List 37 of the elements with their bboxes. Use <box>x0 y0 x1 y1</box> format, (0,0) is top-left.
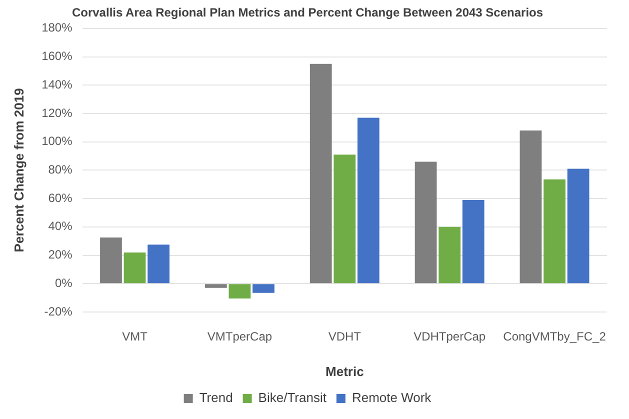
x-tick-label: VDHT <box>328 330 362 344</box>
y-axis-title: Percent Change from 2019 <box>11 88 26 252</box>
bar <box>414 162 437 284</box>
x-tick-label: VDHTperCap <box>414 330 486 344</box>
legend-label: Remote Work <box>352 390 432 406</box>
y-tick-label: 180% <box>42 20 73 35</box>
bar <box>310 64 332 284</box>
bar <box>567 168 590 284</box>
bar <box>544 179 566 284</box>
y-tick-label: 80% <box>48 162 73 177</box>
y-tick-label: 0% <box>54 276 73 290</box>
y-tick-label: 20% <box>48 248 73 262</box>
y-tick-label: 120% <box>42 106 73 120</box>
bar <box>520 130 542 284</box>
bar <box>438 226 461 284</box>
chart-title: Corvallis Area Regional Plan Metrics and Percent Change Between 2043 Scenarios <box>72 6 544 20</box>
y-tick-label: 100% <box>42 134 73 148</box>
bar <box>252 284 274 293</box>
bar <box>100 238 122 284</box>
bar <box>148 244 170 284</box>
x-tick-label: VMTperCap <box>207 330 272 344</box>
bar <box>228 284 251 299</box>
y-tick-label: -20% <box>44 304 73 318</box>
y-tick-label: 140% <box>42 77 73 92</box>
legend-label: Bike/Transit <box>258 390 327 406</box>
x-axis-title: Metric <box>325 364 364 379</box>
bar <box>124 252 146 284</box>
bar <box>462 200 484 284</box>
legend-label: Trend <box>199 390 233 406</box>
y-tick-label: 160% <box>42 49 73 64</box>
bar <box>357 118 380 284</box>
bar <box>334 154 356 284</box>
y-tick-label: 40% <box>48 219 73 234</box>
x-tick-label: VMT <box>122 330 148 344</box>
bar <box>204 284 227 288</box>
x-tick-label: CongVMTby_FC_2 <box>503 330 606 344</box>
y-tick-label: 60% <box>48 190 73 205</box>
